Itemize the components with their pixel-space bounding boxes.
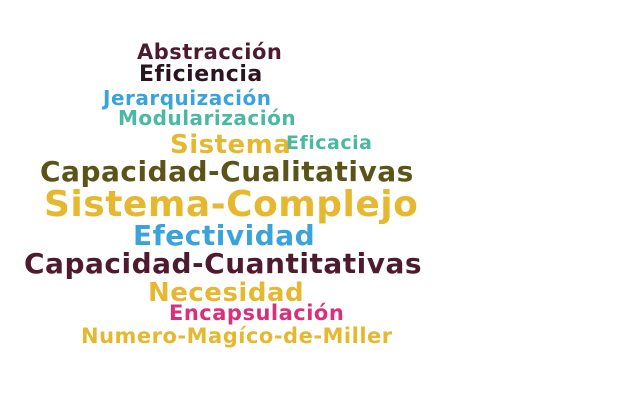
word-modularizacion: Modularización <box>118 106 297 130</box>
word-eficiencia: Eficiencia <box>139 62 263 87</box>
word-encapsulacion: Encapsulación <box>169 301 345 325</box>
word-necesidad: Necesidad <box>148 278 305 308</box>
word-efectividad: Efectividad <box>133 219 316 252</box>
word-sistema: Sistema <box>170 130 292 160</box>
word-jerarquizacion: Jerarquización <box>103 86 272 110</box>
word-eficacia: Eficacia <box>286 132 373 154</box>
word-capacidad-cualitativas: Capacidad-Cualitativas <box>40 155 414 188</box>
word-numero-magico-de-miller: Numero-Magíco-de-Miller <box>81 324 393 348</box>
word-capacidad-cuantitativas: Capacidad-Cuantitativas <box>24 247 423 280</box>
word-sistema-complejo: Sistema-Complejo <box>44 184 419 225</box>
word-abstraccion: Abstracción <box>137 40 283 64</box>
